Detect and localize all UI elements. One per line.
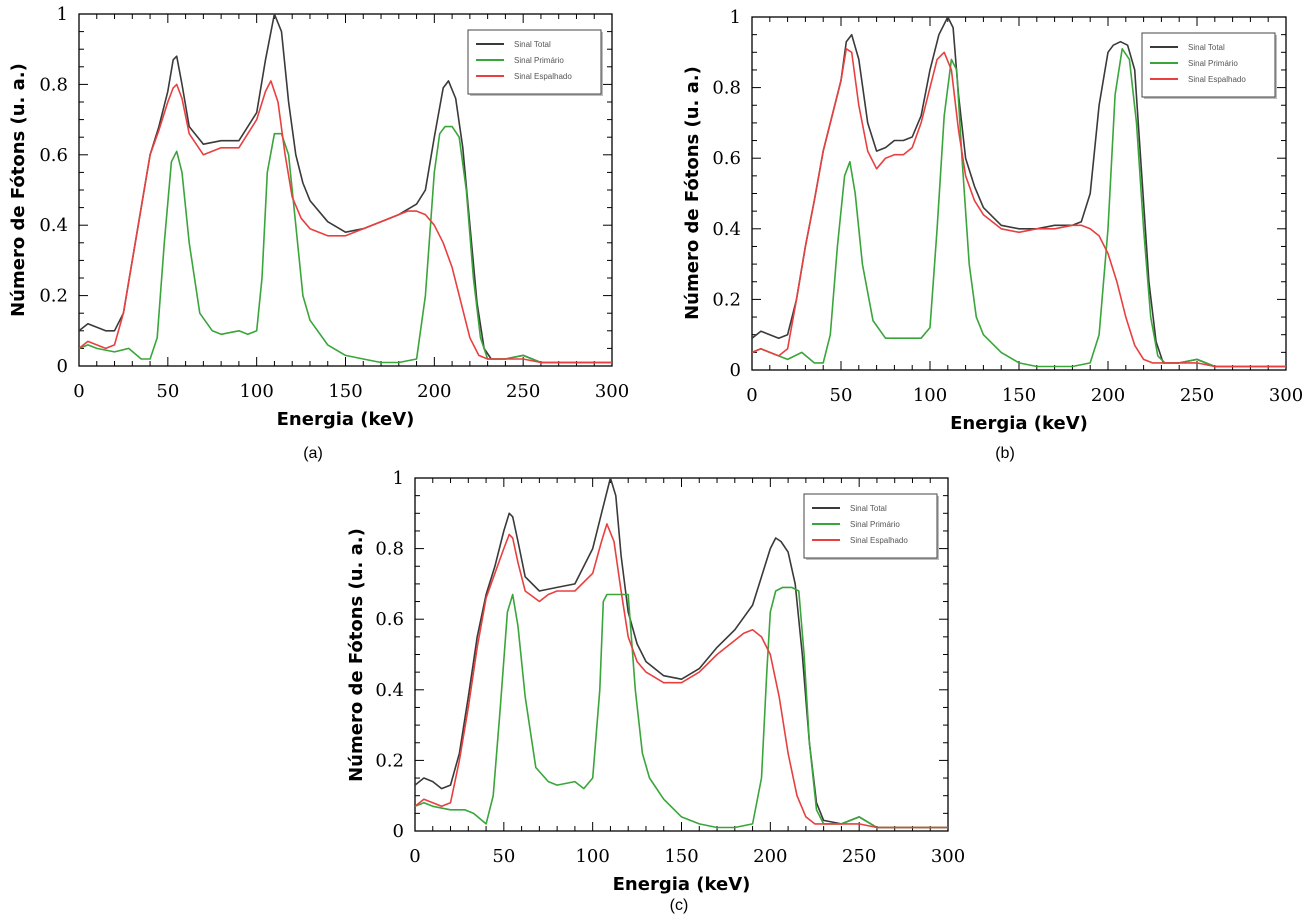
x-tick-label: 0 [746,385,757,406]
y-tick-label: 0.4 [712,219,741,240]
series-total-line [415,477,948,829]
x-tick-label: 0 [409,846,420,867]
panel-a: 0 50 100 150 200 250 300 0 0.2 0.4 0.6 0.8 1 Energia … [8,4,629,462]
x-tick-label: 0 [73,381,84,402]
y-tick-label: 0 [57,356,68,377]
legend-entry-label: Sinal Espalhado [850,536,908,545]
x-tick-label: 200 [417,381,451,402]
x-tick-label: 100 [239,381,273,402]
panel-c: 0 50 100 150 200 250 300 0 0.2 0.4 0.6 0.8 1 Energia … [346,468,965,914]
legend-entry-label: Sinal Total [514,40,551,49]
legend-entry-label: Sinal Espalhado [1188,75,1246,84]
x-tick-label: 200 [1091,385,1125,406]
legend-entry-label: Sinal Espalhado [514,72,572,81]
y-axis-title: Número de Fótons (u. a.) [682,66,703,320]
y-tick-label: 0.6 [375,609,404,630]
legend-box [467,29,602,95]
legend: Sinal Total Sinal Primário Sinal Espalhado [467,29,603,96]
legend: Sinal Total Sinal Primário Sinal Espalhado [803,493,939,560]
series-primary-line [752,47,1286,368]
x-tick-label: 50 [492,846,515,867]
y-tick-label: 1 [730,7,741,28]
y-tick-label: 1 [57,4,68,25]
y-tick-label: 0 [393,821,404,842]
x-tick-label: 200 [753,846,787,867]
x-tick-label: 300 [1269,385,1303,406]
series-scattered-line [415,523,948,829]
y-tick-label: 0.8 [375,539,404,560]
x-axis-title: Energia (keV) [277,409,415,430]
panel-label: (b) [995,445,1015,462]
legend-box [1141,32,1276,98]
x-tick-label: 250 [1180,385,1214,406]
legend-box [803,493,938,559]
x-tick-label: 50 [156,381,179,402]
x-axis-title: Energia (keV) [613,874,751,895]
y-tick-label: 0.8 [712,78,741,99]
x-tick-label: 150 [1002,385,1036,406]
series-primary-line [415,586,948,829]
x-tick-label: 100 [575,846,609,867]
y-tick-label: 1 [393,468,404,489]
legend-entry-label: Sinal Total [1188,43,1225,52]
x-tick-label: 50 [830,385,853,406]
y-tick-label: 0.6 [712,148,741,169]
legend-entry-label: Sinal Primário [850,520,900,529]
x-axis-title: Energia (keV) [950,413,1088,434]
x-tick-label: 100 [913,385,947,406]
y-tick-label: 0.2 [375,750,404,771]
panel-label: (c) [670,897,689,914]
y-tick-label: 0.2 [712,289,741,310]
y-axis-title: Número de Fótons (u. a.) [346,528,367,782]
legend-entry-label: Sinal Primário [1188,59,1238,68]
y-axis-title: Número de Fótons (u. a.) [8,63,29,317]
legend-entry-label: Sinal Primário [514,56,564,65]
x-tick-label: 250 [506,381,540,402]
x-tick-label: 150 [664,846,698,867]
x-tick-label: 300 [595,381,629,402]
x-tick-label: 150 [328,381,362,402]
series-scattered-line [752,47,1286,368]
panel-b: 0 50 100 150 200 250 300 0 0.2 0.4 0.6 0.8 1 Energia … [682,7,1303,462]
y-tick-label: 0.2 [39,286,68,307]
series-primary-line [79,125,612,364]
legend: Sinal Total Sinal Primário Sinal Espalhado [1141,32,1277,99]
legend-entry-label: Sinal Total [850,504,887,513]
y-tick-label: 0.4 [39,215,68,236]
panel-label: (a) [303,445,323,462]
y-tick-label: 0.8 [39,74,68,95]
y-tick-label: 0.6 [39,145,68,166]
x-tick-label: 300 [931,846,965,867]
series-scattered-line [79,80,612,364]
y-tick-label: 0.4 [375,680,404,701]
y-tick-label: 0 [730,360,741,381]
x-tick-label: 250 [842,846,876,867]
